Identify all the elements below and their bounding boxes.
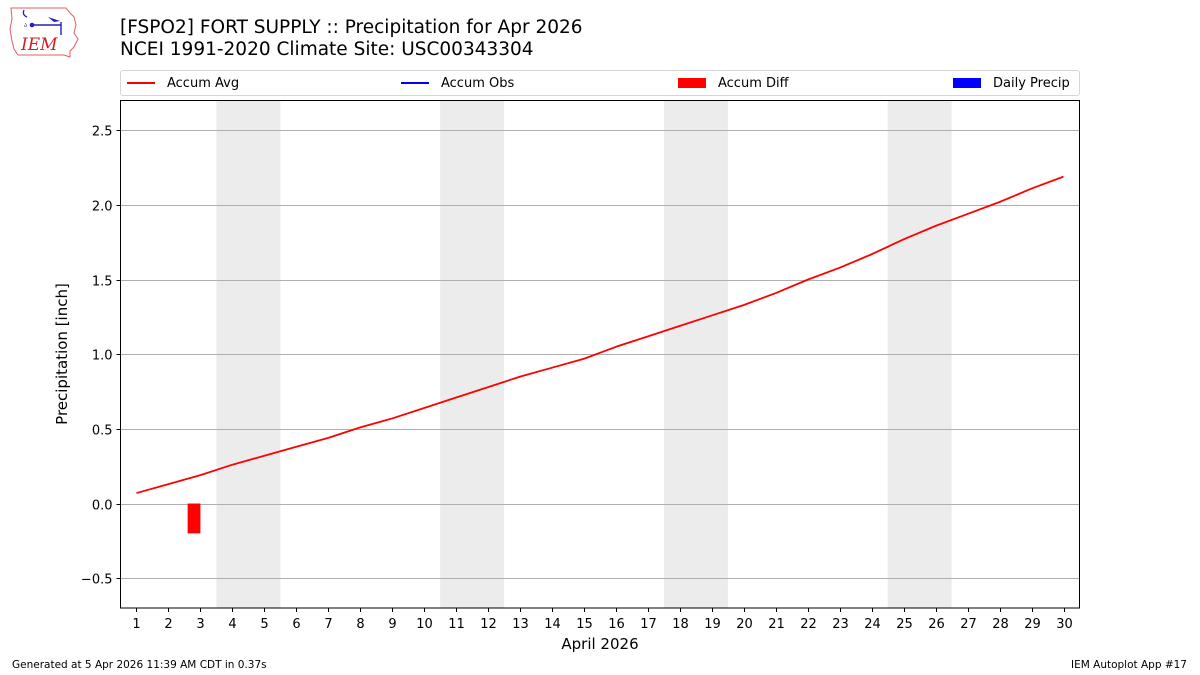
x-tick-label: 3	[196, 617, 204, 632]
x-tick-label: 7	[324, 617, 332, 632]
red-patch-swatch-icon	[678, 78, 706, 88]
x-tick-label: 21	[768, 617, 785, 632]
accum-diff-bars	[187, 503, 201, 534]
y-tick-label: 2.5	[92, 125, 113, 140]
blue-patch-swatch-icon	[953, 78, 981, 88]
x-tick-label: 10	[416, 617, 433, 632]
x-tick-label: 15	[576, 617, 593, 632]
x-tick-label: 2	[164, 617, 172, 632]
y-gridlines	[120, 130, 1080, 579]
y-tick-label: 2.0	[92, 200, 113, 215]
y-tick-label: 0.0	[92, 499, 113, 514]
svg-text:ა: ა	[24, 22, 27, 29]
legend: Accum Avg Accum Obs Accum Diff Daily Pre…	[120, 70, 1080, 96]
x-tick-label: 1	[132, 617, 140, 632]
iem-logo: ა IEM	[8, 5, 80, 59]
blue-line-swatch-icon	[401, 82, 429, 84]
x-tick-label: 6	[292, 617, 300, 632]
red-line-swatch-icon	[127, 82, 155, 84]
x-tick-label: 20	[736, 617, 753, 632]
x-tick-label: 4	[228, 617, 236, 632]
x-tick-label: 5	[260, 617, 268, 632]
x-tick-label: 27	[960, 617, 977, 632]
legend-label: Accum Avg	[167, 75, 240, 91]
chart-title: [FSPO2] FORT SUPPLY :: Precipitation for…	[120, 17, 583, 61]
legend-item-daily-precip: Daily Precip	[953, 71, 1070, 95]
legend-item-accum-avg: Accum Avg	[127, 71, 239, 95]
title-line-2: NCEI 1991-2020 Climate Site: USC00343304	[120, 39, 534, 60]
y-tick-label: 0.5	[92, 424, 113, 439]
accum-avg-line	[136, 175, 1064, 494]
legend-label: Daily Precip	[993, 75, 1070, 91]
legend-item-accum-diff: Accum Diff	[678, 71, 789, 95]
generated-timestamp: Generated at 5 Apr 2026 11:39 AM CDT in …	[12, 659, 267, 671]
x-tick-label: 13	[512, 617, 529, 632]
x-tick-label: 18	[672, 617, 689, 632]
y-tick-label: −0.5	[81, 573, 113, 588]
x-tick-label: 24	[864, 617, 881, 632]
legend-label: Accum Obs	[441, 75, 515, 91]
x-tick-label: 23	[832, 617, 849, 632]
x-tick-label: 25	[896, 617, 913, 632]
y-axis-ticks: −0.5 0.0 0.5 1.0 1.5 2.0 2.5	[81, 125, 121, 588]
x-tick-label: 12	[480, 617, 497, 632]
x-axis-label: April 2026	[561, 635, 639, 653]
y-tick-label: 1.5	[92, 275, 113, 290]
x-tick-label: 16	[608, 617, 625, 632]
y-axis-label: Precipitation [inch]	[53, 283, 71, 425]
y-tick-label: 1.0	[92, 349, 113, 364]
x-tick-label: 30	[1056, 617, 1073, 632]
x-tick-label: 28	[992, 617, 1009, 632]
x-tick-label: 17	[640, 617, 657, 632]
x-tick-label: 14	[544, 617, 561, 632]
app-id: IEM Autoplot App #17	[1071, 659, 1187, 671]
x-tick-label: 9	[388, 617, 396, 632]
x-tick-label: 22	[800, 617, 817, 632]
title-line-1: [FSPO2] FORT SUPPLY :: Precipitation for…	[120, 17, 583, 38]
x-tick-label: 26	[928, 617, 945, 632]
x-axis-ticks: 1 2 3 4 5 6 7 8 9 10 11 12 13 14 15 16 17 18 19 20 21 22 23 24 2…	[132, 608, 1073, 632]
svg-text:IEM: IEM	[20, 35, 58, 55]
legend-label: Accum Diff	[718, 75, 789, 91]
x-tick-label: 29	[1024, 617, 1041, 632]
legend-item-accum-obs: Accum Obs	[401, 71, 514, 95]
x-tick-label: 19	[704, 617, 721, 632]
accum-diff-bar	[187, 503, 201, 534]
x-tick-label: 11	[448, 617, 465, 632]
x-tick-label: 8	[356, 617, 364, 632]
